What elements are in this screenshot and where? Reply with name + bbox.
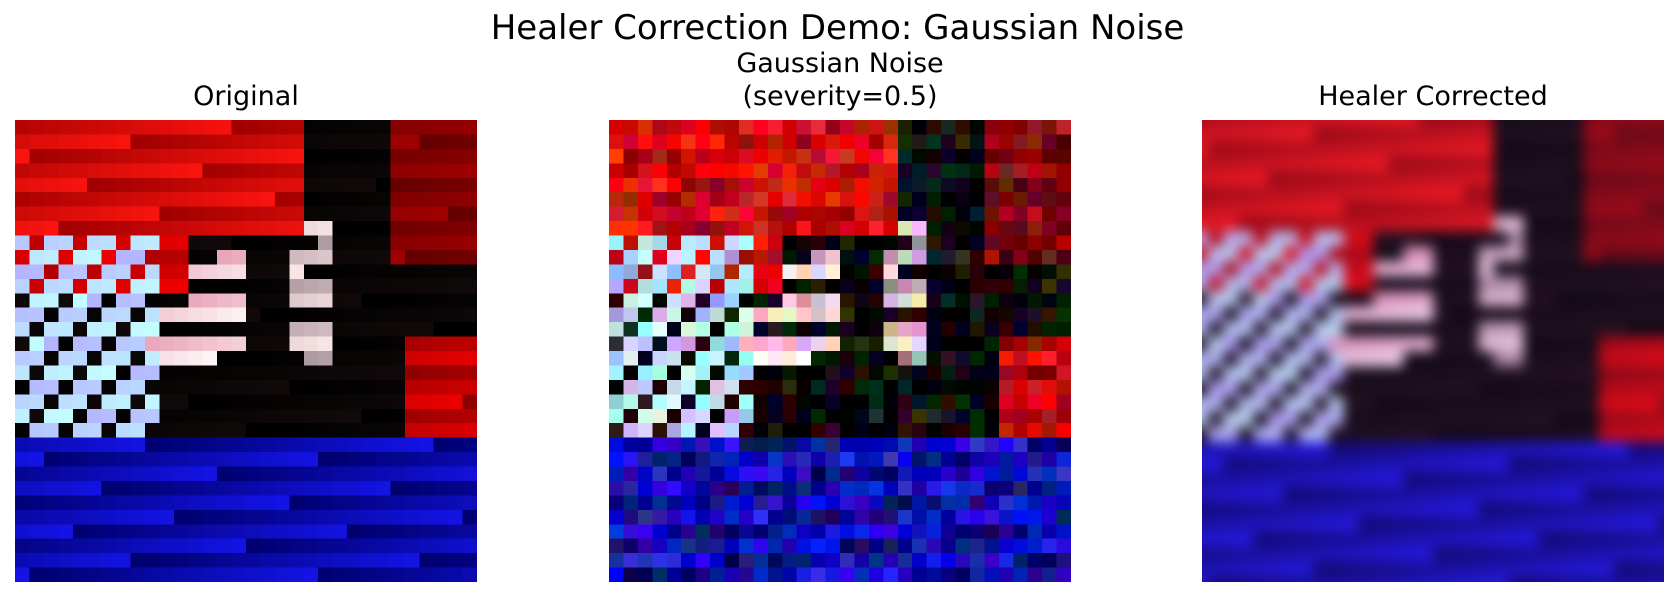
figure-title: Healer Correction Demo: Gaussian Noise xyxy=(490,8,1185,48)
panel-title-healer: Healer Corrected xyxy=(1318,81,1548,112)
noisy-image xyxy=(609,120,1071,582)
healer-corrected-image xyxy=(1202,120,1664,582)
panel-title-noisy: Gaussian Noise (severity=0.5) xyxy=(736,48,944,112)
original-image xyxy=(15,120,477,582)
panel-title-original: Original xyxy=(193,81,299,112)
